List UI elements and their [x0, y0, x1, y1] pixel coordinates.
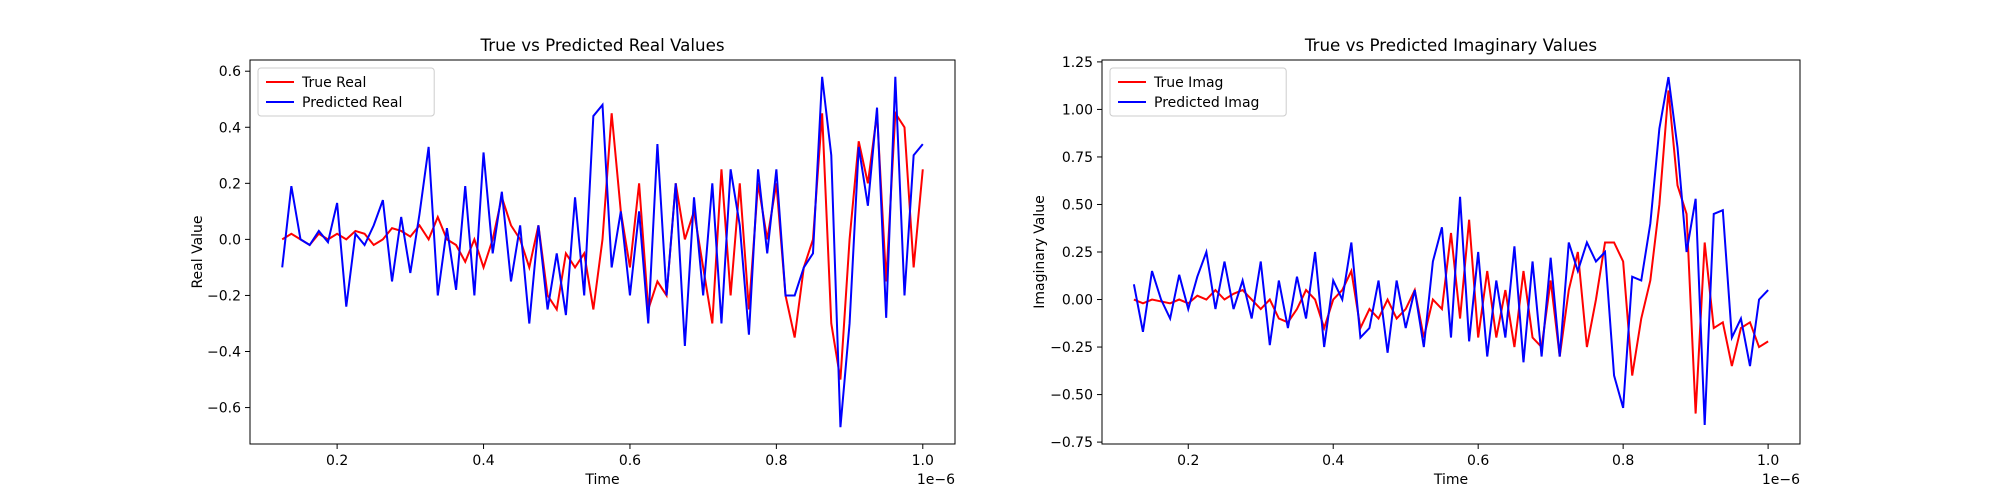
y-tick-label: −0.2	[207, 288, 241, 304]
y-tick-label: −0.4	[207, 345, 241, 361]
y-tick-label: 0.50	[1062, 197, 1093, 213]
legend-label: True Real	[301, 75, 366, 91]
x-tick-label: 0.4	[1322, 453, 1344, 469]
legend-label: True Imag	[1153, 75, 1223, 91]
y-tick-label: 0.4	[219, 120, 241, 136]
y-tick-label: 1.25	[1062, 55, 1093, 71]
y-tick-label: 0.00	[1062, 293, 1093, 309]
legend-label: Predicted Imag	[1154, 95, 1259, 111]
x-axis-label: Time	[1433, 472, 1468, 488]
x-tick-label: 0.8	[1612, 453, 1634, 469]
y-tick-label: −0.25	[1050, 340, 1093, 356]
chart-title: True vs Predicted Real Values	[479, 35, 724, 55]
y-axis-label: Imaginary Value	[1032, 195, 1048, 309]
y-tick-label: −0.6	[207, 401, 241, 417]
x-axis-label: Time	[584, 472, 619, 488]
y-tick-label: −0.75	[1050, 435, 1093, 451]
x-tick-label: 1.0	[912, 453, 934, 469]
y-axis-label: Real Value	[190, 215, 206, 288]
axes-frame	[1101, 59, 1801, 445]
series-line	[1133, 90, 1769, 414]
x-tick-label: 0.8	[765, 453, 787, 469]
axes-frame	[249, 59, 956, 445]
y-tick-label: 0.2	[219, 176, 241, 192]
y-tick-label: 1.00	[1062, 102, 1093, 118]
y-tick-label: −0.50	[1050, 388, 1093, 404]
chart-title: True vs Predicted Imaginary Values	[1304, 35, 1597, 55]
legend-label: Predicted Real	[302, 95, 402, 111]
y-tick-label: 0.75	[1062, 150, 1093, 166]
legend-box	[257, 67, 435, 117]
y-tick-label: 0.25	[1062, 245, 1093, 261]
x-offset-label: 1e−6	[1762, 472, 1800, 488]
series-line	[281, 110, 924, 380]
plot-area	[281, 76, 924, 428]
series-line	[281, 76, 924, 428]
x-tick-label: 0.4	[472, 453, 494, 469]
x-tick-label: 0.6	[1467, 453, 1489, 469]
x-tick-label: 0.2	[1177, 453, 1199, 469]
x-tick-label: 1.0	[1757, 453, 1779, 469]
plot-area	[1132, 76, 1769, 426]
y-tick-label: 0.6	[219, 64, 241, 80]
x-tick-label: 0.6	[619, 453, 641, 469]
x-tick-label: 0.2	[326, 453, 348, 469]
y-tick-label: 0.0	[219, 232, 241, 248]
x-offset-label: 1e−6	[917, 472, 955, 488]
legend-box	[1109, 67, 1287, 117]
series-line	[1132, 76, 1769, 426]
